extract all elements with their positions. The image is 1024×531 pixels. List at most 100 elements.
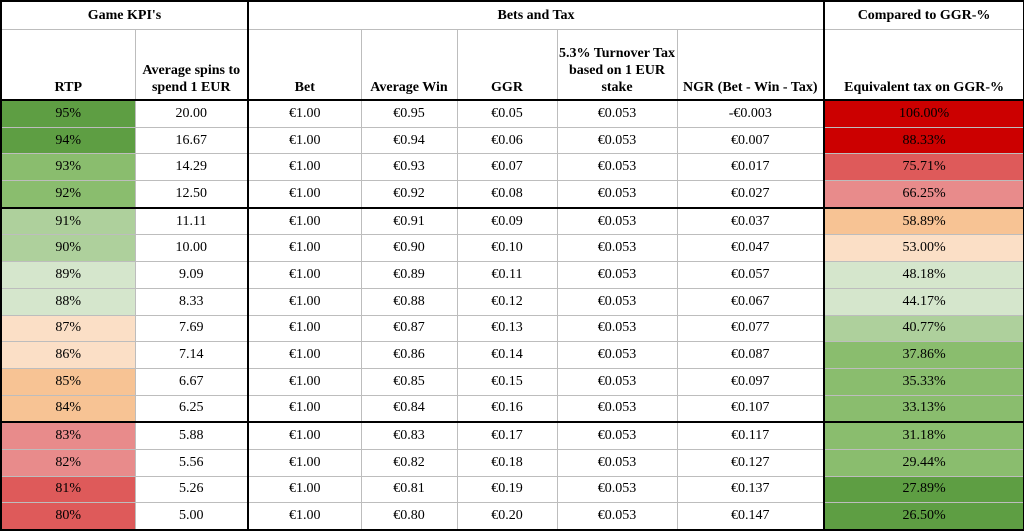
bet-cell: €1.00 [247,180,362,209]
equivalent-tax-cell: 35.33% [823,367,1024,396]
ngr-cell: €0.137 [676,475,826,504]
rtp-cell: 95% [0,99,136,128]
average-win-cell: €0.82 [360,448,458,477]
rtp-cell: 88% [0,287,136,316]
ggr-cell: €0.05 [456,99,558,128]
header-average-spins: Average spins to spend 1 EUR [134,29,249,101]
bet-cell: €1.00 [247,314,362,343]
group-bets-and-tax: Bets and Tax [247,0,826,30]
table-row: 82% 5.56 €1.00 €0.82 €0.18 €0.053 €0.127 29.44% [0,448,1024,477]
avg-spins-cell: 9.09 [134,261,249,289]
header-bet: Bet [247,29,362,101]
rtp-cell: 89% [0,261,136,289]
ggr-cell: €0.07 [456,153,558,182]
ngr-cell: €0.037 [676,206,826,236]
table-row: 87% 7.69 €1.00 €0.87 €0.13 €0.053 €0.077 40.77% [0,314,1024,343]
header-ggr: GGR [456,29,558,101]
turnover-tax-cell: €0.053 [556,421,678,450]
bet-cell: €1.00 [247,502,362,531]
bet-cell: €1.00 [247,367,362,396]
bet-cell: €1.00 [247,99,362,128]
turnover-tax-cell: €0.053 [556,234,678,263]
avg-spins-cell: 5.56 [134,448,249,477]
ngr-cell: €0.027 [676,180,826,209]
average-win-cell: €0.91 [360,206,458,236]
rtp-cell: 83% [0,421,136,450]
equivalent-tax-cell: 106.00% [823,99,1024,128]
avg-spins-cell: 6.67 [134,367,249,396]
group-compared-to-ggr: Compared to GGR-% [823,0,1024,30]
group-game-kpis: Game KPI's [0,0,249,30]
ggr-cell: €0.18 [456,448,558,477]
table-row: 90% 10.00 €1.00 €0.90 €0.10 €0.053 €0.047 53.00… [0,234,1024,263]
turnover-tax-cell: €0.053 [556,475,678,504]
header-equivalent-tax: Equivalent tax on GGR-% [823,29,1024,101]
equivalent-tax-cell: 27.89% [823,475,1024,504]
bet-cell: €1.00 [247,153,362,182]
ggr-cell: €0.14 [456,341,558,369]
average-win-cell: €0.85 [360,367,458,396]
table-row: 92% 12.50 €1.00 €0.92 €0.08 €0.053 €0.027 66.25… [0,180,1024,209]
bet-cell: €1.00 [247,394,362,423]
bet-cell: €1.00 [247,126,362,155]
table-row: 84% 6.25 €1.00 €0.84 €0.16 €0.053 €0.107 33.13% [0,394,1024,423]
avg-spins-cell: 5.26 [134,475,249,504]
ggr-cell: €0.20 [456,502,558,531]
average-win-cell: €0.83 [360,421,458,450]
table-row: 85% 6.67 €1.00 €0.85 €0.15 €0.053 €0.097 35.33% [0,367,1024,396]
ggr-cell: €0.17 [456,421,558,450]
rtp-cell: 87% [0,314,136,343]
ggr-cell: €0.19 [456,475,558,504]
avg-spins-cell: 16.67 [134,126,249,155]
ngr-cell: €0.067 [676,287,826,316]
ngr-cell: €0.007 [676,126,826,155]
avg-spins-cell: 7.14 [134,341,249,369]
ggr-cell: €0.10 [456,234,558,263]
rtp-cell: 93% [0,153,136,182]
turnover-tax-cell: €0.053 [556,180,678,209]
turnover-tax-cell: €0.053 [556,394,678,423]
average-win-cell: €0.87 [360,314,458,343]
ngr-cell: €0.107 [676,394,826,423]
ggr-cell: €0.13 [456,314,558,343]
rtp-cell: 82% [0,448,136,477]
equivalent-tax-cell: 26.50% [823,502,1024,531]
average-win-cell: €0.93 [360,153,458,182]
equivalent-tax-cell: 88.33% [823,126,1024,155]
turnover-tax-cell: €0.053 [556,99,678,128]
equivalent-tax-cell: 40.77% [823,314,1024,343]
bet-cell: €1.00 [247,261,362,289]
bet-cell: €1.00 [247,421,362,450]
average-win-cell: €0.90 [360,234,458,263]
average-win-cell: €0.81 [360,475,458,504]
ngr-cell: €0.097 [676,367,826,396]
turnover-tax-cell: €0.053 [556,341,678,369]
bet-cell: €1.00 [247,448,362,477]
average-win-cell: €0.86 [360,341,458,369]
rtp-cell: 90% [0,234,136,263]
ngr-cell: €0.117 [676,421,826,450]
avg-spins-cell: 20.00 [134,99,249,128]
table-row: 81% 5.26 €1.00 €0.81 €0.19 €0.053 €0.137 27.89% [0,475,1024,504]
table-row: 83% 5.88 €1.00 €0.83 €0.17 €0.053 €0.117 31.18% [0,421,1024,450]
bet-cell: €1.00 [247,234,362,263]
turnover-tax-cell: €0.053 [556,314,678,343]
rtp-cell: 80% [0,502,136,531]
ggr-cell: €0.12 [456,287,558,316]
turnover-tax-cell: €0.053 [556,367,678,396]
turnover-tax-cell: €0.053 [556,287,678,316]
average-win-cell: €0.80 [360,502,458,531]
equivalent-tax-cell: 66.25% [823,180,1024,209]
avg-spins-cell: 5.88 [134,421,249,450]
equivalent-tax-cell: 37.86% [823,341,1024,369]
header-rtp: RTP [0,29,136,101]
equivalent-tax-cell: 33.13% [823,394,1024,423]
table-row: 80% 5.00 €1.00 €0.80 €0.20 €0.053 €0.147 26.50% [0,502,1024,531]
average-win-cell: €0.84 [360,394,458,423]
avg-spins-cell: 10.00 [134,234,249,263]
turnover-tax-cell: €0.053 [556,448,678,477]
equivalent-tax-cell: 75.71% [823,153,1024,182]
rtp-cell: 91% [0,206,136,236]
header-ngr: NGR (Bet - Win - Tax) [676,29,826,101]
equivalent-tax-cell: 48.18% [823,261,1024,289]
